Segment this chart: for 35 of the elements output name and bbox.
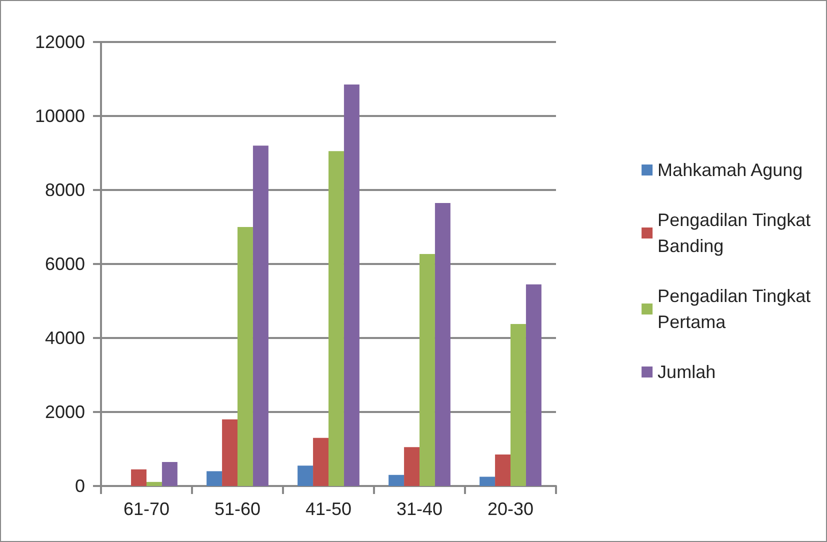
bar [344,84,360,486]
bar [434,202,450,486]
x-tick-label: 51-60 [214,499,261,519]
y-tick-label: 8000 [44,180,85,200]
legend-label: Pengadilan Tingkat Banding [658,210,811,256]
x-tick-label: 61-70 [123,499,170,519]
bar [252,146,268,486]
legend-label: Mahkamah Agung [658,160,803,180]
bar [298,466,314,486]
bar [510,324,526,486]
y-tick-label: 0 [74,476,85,496]
y-tick-label: 6000 [44,254,85,274]
y-tick-label: 12000 [34,32,85,52]
bar [238,227,253,486]
bar [480,476,496,486]
bar [328,151,344,486]
bar [495,454,510,486]
y-tick-label: 4000 [44,328,85,348]
bar [206,471,222,486]
bar [404,447,420,486]
bar [526,284,542,486]
x-tick-label: 41-50 [305,499,352,519]
legend-label: Jumlah [658,362,716,382]
bar [146,482,162,486]
legend-label: Pengadilan Tingkat Pertama [658,286,811,332]
bar [313,438,328,486]
y-tick-label: 10000 [34,106,85,126]
x-tick-label: 20-30 [487,499,534,519]
bar [222,419,238,486]
bar [162,462,178,486]
bar [388,474,404,486]
y-tick-label: 2000 [44,402,85,422]
bar [131,469,146,486]
bar [420,254,435,486]
x-tick-label: 31-40 [396,499,443,519]
